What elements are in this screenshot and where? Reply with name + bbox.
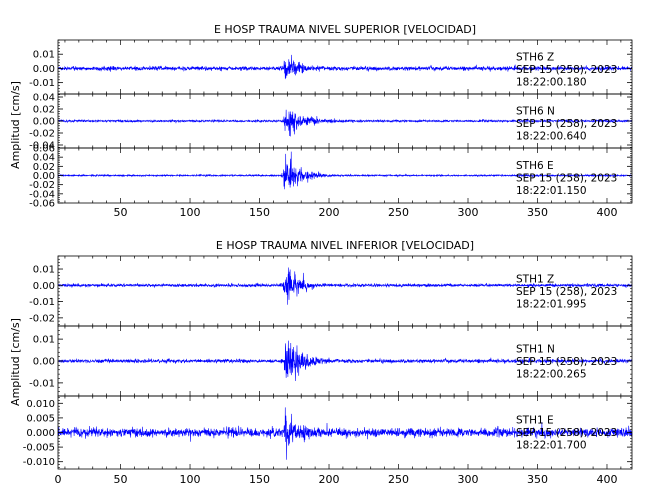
x-tick-label: 150 [249,206,270,219]
x-tick-label: 250 [388,473,409,486]
station-component-label: STH1 E [516,415,554,427]
x-tick-label: 400 [596,473,617,486]
y-tick-label: 0.04 [33,93,55,104]
waveform-line [57,340,633,381]
x-tick-label: 100 [180,206,201,219]
x-tick-label: 350 [527,206,548,219]
y-tick-label: 0.01 [33,50,55,61]
y-tick-label: 0.00 [33,281,55,292]
trace-time-label: 18:22:01.150 [516,185,587,197]
y-tick-label: 0.01 [33,335,55,346]
y-tick-label: -0.01 [29,297,55,308]
y-tick-label: 0.06 [33,144,55,155]
y-tick-label: -0.01 [29,378,55,389]
y-axis-label: Amplitud [cm/s] [9,318,22,406]
x-tick-label: 200 [319,473,340,486]
y-tick-label: 0.04 [33,153,55,164]
x-tick-label: 300 [458,206,479,219]
y-tick-label: 0.00 [33,117,55,128]
x-tick-label: 400 [596,206,617,219]
x-tick-label: 200 [319,206,340,219]
waveform-line [57,109,633,137]
trace-date-label: SEP 15 (258), 2023 [516,64,617,76]
trace-time-label: 18:22:00.180 [516,77,587,89]
y-tick-label: -0.02 [29,129,55,140]
trace-date-label: SEP 15 (258), 2023 [516,172,617,184]
x-tick-label: 100 [180,473,201,486]
y-tick-label: 0.01 [33,265,55,276]
trace-time-label: 18:22:01.995 [516,299,587,311]
y-tick-label: 0.02 [33,162,55,173]
y-tick-label: -0.04 [29,141,55,152]
y-tick-label: 0.005 [26,413,55,424]
y-tick-label: 0.00 [33,357,55,368]
y-tick-label: 0.00 [33,171,55,182]
chart-title: E HOSP TRAUMA NIVEL INFERIOR [VELOCIDAD] [216,239,474,252]
x-tick-label: 50 [114,206,128,219]
y-tick-label: 0.010 [26,399,55,410]
trace-date-label: SEP 15 (258), 2023 [516,356,617,368]
x-tick-label: 50 [114,473,128,486]
y-tick-label: -0.04 [29,189,55,200]
trace-date-label: SEP 15 (258), 2023 [516,427,617,439]
waveform-line [57,54,633,80]
y-tick-label: -0.010 [23,457,55,468]
y-tick-label: -0.02 [29,180,55,191]
x-tick-label: 300 [458,473,479,486]
seismogram-chart-2: E HOSP TRAUMA NIVEL INFERIOR [VELOCIDAD]… [9,239,633,486]
y-axis-label: Amplitud [cm/s] [9,81,22,169]
seismogram-chart-1: E HOSP TRAUMA NIVEL SUPERIOR [VELOCIDAD]… [9,23,633,219]
y-tick-label: -0.02 [29,313,55,324]
chart-title: E HOSP TRAUMA NIVEL SUPERIOR [VELOCIDAD] [214,23,476,36]
station-component-label: STH1 Z [516,274,554,286]
x-tick-label: 350 [527,473,548,486]
trace-time-label: 18:22:00.265 [516,369,587,381]
x-tick-label: 250 [388,206,409,219]
x-tick-label: 0 [55,473,62,486]
trace-date-label: SEP 15 (258), 2023 [516,286,617,298]
y-tick-label: 0.000 [26,428,55,439]
station-component-label: STH6 E [516,160,554,172]
y-tick-label: 0.02 [33,105,55,116]
station-component-label: STH6 Z [516,52,554,64]
waveform-line [57,151,633,190]
trace-time-label: 18:22:01.700 [516,440,587,452]
waveform-line [57,267,633,305]
station-component-label: STH6 N [516,106,555,118]
x-tick-label: 150 [249,473,270,486]
station-component-label: STH1 N [516,344,555,356]
trace-date-label: SEP 15 (258), 2023 [516,118,617,130]
y-tick-label: 0.00 [33,64,55,75]
waveform-line [57,407,633,460]
y-tick-label: -0.06 [29,199,55,210]
y-tick-label: -0.005 [23,443,55,454]
trace-time-label: 18:22:00.640 [516,131,587,143]
y-tick-label: -0.01 [29,78,55,89]
